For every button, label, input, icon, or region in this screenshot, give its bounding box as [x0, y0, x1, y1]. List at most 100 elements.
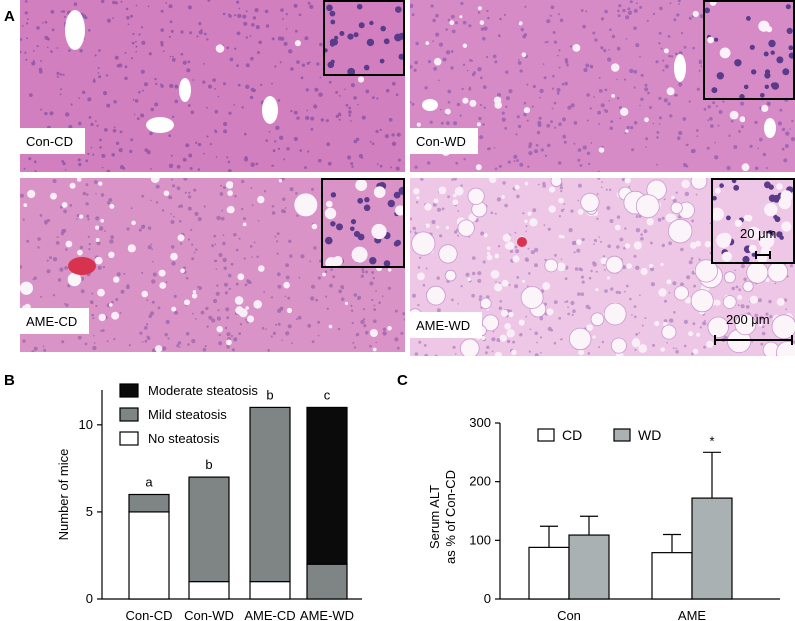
nucleus — [436, 308, 441, 313]
lipid-droplet — [311, 223, 318, 230]
nucleus — [147, 226, 152, 230]
nucleus — [228, 169, 232, 172]
nucleus — [699, 326, 702, 329]
nucleus — [597, 178, 601, 180]
nucleus — [114, 1, 118, 5]
nucleus — [233, 233, 237, 237]
nucleus — [106, 201, 111, 205]
lipid-droplet — [387, 326, 392, 331]
nucleus — [657, 218, 662, 222]
nucleus — [291, 342, 293, 345]
nucleus — [55, 241, 60, 245]
lipid-droplet — [660, 348, 664, 352]
nucleus — [457, 234, 459, 237]
nucleus — [26, 239, 30, 243]
lipid-droplet — [436, 225, 440, 229]
lipid-droplet — [524, 181, 529, 186]
nucleus — [39, 214, 43, 217]
large-lipid-droplet — [690, 178, 708, 190]
nucleus — [537, 120, 542, 125]
nucleus — [554, 126, 557, 129]
lipid-droplet — [638, 344, 648, 353]
nucleus — [508, 89, 513, 94]
nucleus — [789, 264, 793, 268]
large-lipid-droplet — [673, 285, 689, 301]
nucleus — [318, 92, 323, 97]
nucleus — [497, 245, 501, 248]
nucleus — [251, 23, 255, 27]
nucleus — [365, 89, 370, 94]
y-tick-label: 0 — [484, 591, 491, 606]
nucleus — [550, 5, 555, 10]
nucleus — [295, 318, 298, 320]
nucleus — [169, 83, 174, 89]
nucleus — [410, 217, 413, 221]
nucleus — [28, 157, 32, 161]
lipid-droplet — [572, 44, 581, 52]
lipid-droplet — [462, 43, 468, 48]
nucleus — [609, 188, 612, 191]
micrograph-ame-wd: AME-WD 20 μm 200 μm — [410, 178, 795, 356]
nucleus — [381, 295, 384, 298]
nucleus — [214, 243, 217, 246]
nucleus — [554, 253, 557, 257]
nucleus — [134, 99, 139, 103]
nucleus — [77, 158, 81, 162]
nucleus — [203, 32, 207, 36]
nucleus — [569, 45, 572, 48]
nucleus — [216, 284, 219, 287]
nucleus — [277, 322, 281, 326]
lipid-droplet — [438, 186, 447, 195]
nucleus — [95, 216, 100, 221]
nucleus — [219, 192, 224, 196]
nucleus — [155, 184, 160, 189]
nucleus — [662, 69, 665, 72]
nucleus — [91, 292, 94, 295]
nucleus — [271, 82, 273, 85]
inset-nucleus — [347, 33, 354, 40]
nucleus — [706, 146, 710, 150]
nucleus — [178, 220, 182, 223]
nucleus — [410, 3, 414, 9]
lipid-droplet — [529, 218, 538, 227]
nucleus — [559, 18, 564, 23]
inset-lipid-droplet — [716, 233, 731, 248]
nucleus — [738, 130, 741, 133]
inset-nucleus — [760, 93, 765, 98]
nucleus — [274, 140, 277, 143]
nucleus — [514, 245, 518, 249]
blood-vessel — [764, 118, 776, 138]
nucleus — [410, 101, 412, 104]
nucleus — [692, 46, 695, 50]
nucleus — [150, 199, 152, 202]
nucleus — [258, 40, 262, 45]
nucleus — [491, 337, 496, 342]
nucleus — [478, 116, 482, 121]
nucleus — [688, 100, 691, 103]
lipid-droplet — [477, 6, 482, 11]
nucleus — [714, 141, 716, 144]
nucleus — [25, 58, 28, 61]
nucleus — [568, 228, 573, 233]
nucleus — [658, 116, 662, 120]
nucleus — [460, 1, 464, 6]
nucleus — [208, 84, 212, 89]
nucleus — [96, 124, 99, 127]
nucleus — [309, 4, 314, 9]
nucleus — [445, 28, 448, 31]
y-tick-label: 200 — [469, 474, 491, 489]
nucleus — [577, 199, 580, 202]
lipid-droplet — [632, 337, 640, 345]
nucleus — [394, 337, 399, 342]
nucleus — [514, 284, 519, 289]
large-lipid-droplet — [690, 289, 714, 313]
nucleus — [767, 102, 771, 106]
nucleus — [235, 248, 239, 252]
nucleus — [215, 291, 220, 296]
nucleus — [197, 168, 201, 171]
nucleus — [544, 258, 547, 262]
nucleus — [32, 50, 35, 52]
nucleus — [774, 282, 777, 285]
significance-letter: c — [324, 387, 331, 402]
nucleus — [148, 314, 152, 318]
